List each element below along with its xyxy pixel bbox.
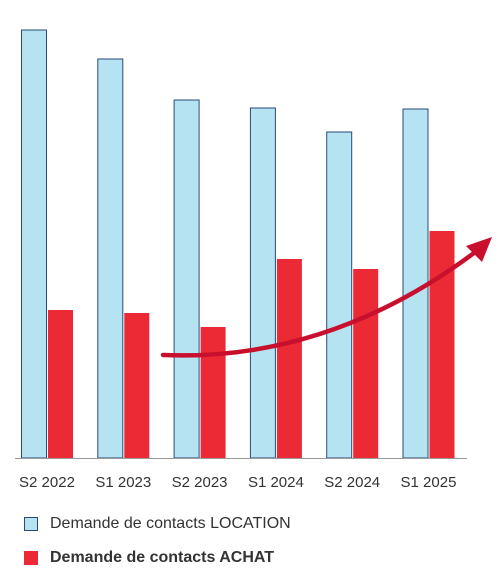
bar-location-4 [326,131,353,459]
x-tick-label-1: S1 2023 [95,474,151,491]
bar-achat-1 [124,313,150,458]
bar-achat-0 [48,310,73,458]
bar-location-3 [249,107,276,459]
x-tick-labels: S2 2022 S1 2023 S2 2023 S1 2024 S2 2024 S1 20… [19,474,456,491]
legend-label-location: Demande de contacts LOCATION [50,515,291,532]
trend-arrow-head [466,237,492,262]
x-tick-label-2: S2 2023 [172,474,228,491]
x-tick-label-3: S1 2024 [248,474,304,491]
bar-achat-2 [200,327,226,458]
bar-location-5 [402,108,429,459]
bar-location-0 [21,29,47,459]
bar-chart: S2 2022 S1 2023 S2 2023 S1 2024 S2 2024 S1 20… [15,29,492,491]
trend-up-arrow-icon [160,237,492,358]
x-tick-label-4: S2 2024 [324,474,380,491]
bar-achat-4 [353,269,379,458]
bar-location-2 [173,99,200,459]
x-tick-label-5: S1 2025 [401,474,457,491]
legend-label-achat: Demande de contacts ACHAT [50,549,275,566]
bar-location-1 [97,58,124,459]
trend-arrow-shaft [160,247,481,358]
bar-achat-3 [276,259,302,458]
legend-item-achat: Demande de contacts ACHAT [24,549,274,567]
legend-swatch-location [24,517,38,531]
legend-item-location: Demande de contacts LOCATION [24,515,291,533]
x-tick-label-0: S2 2022 [19,474,75,491]
bar-achat-5 [429,231,455,458]
achat-bars [48,231,455,458]
location-bars [21,29,429,459]
legend-swatch-achat [24,551,38,565]
